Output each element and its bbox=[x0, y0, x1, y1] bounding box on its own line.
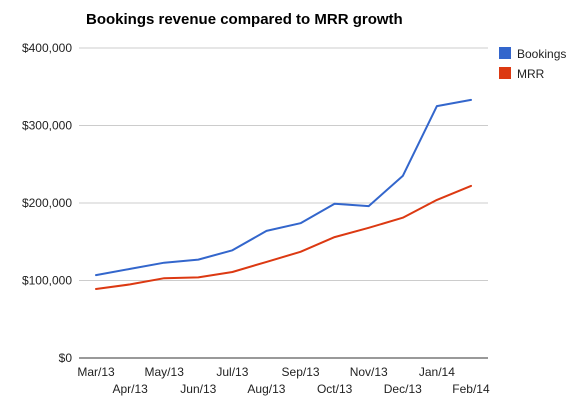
data-point-bookings[interactable] bbox=[128, 266, 133, 271]
data-point-bookings[interactable] bbox=[196, 257, 201, 262]
x-tick-label: Dec/13 bbox=[384, 382, 422, 396]
series-lines bbox=[94, 97, 473, 292]
data-point-mrr[interactable] bbox=[298, 249, 303, 254]
data-point-mrr[interactable] bbox=[468, 183, 473, 188]
series-line-bookings bbox=[95, 98, 472, 277]
legend[interactable]: Bookings MRR bbox=[499, 47, 566, 81]
y-tick-label: $100,000 bbox=[22, 274, 72, 288]
data-point-mrr[interactable] bbox=[400, 215, 405, 220]
legend-swatch bbox=[499, 47, 511, 59]
data-point-mrr[interactable] bbox=[366, 225, 371, 230]
x-tick-label: Mar/13 bbox=[77, 365, 115, 379]
legend-swatch bbox=[499, 67, 511, 79]
x-tick-label: Nov/13 bbox=[350, 365, 388, 379]
x-tick-label: Sep/13 bbox=[282, 365, 320, 379]
y-tick-label: $200,000 bbox=[22, 196, 72, 210]
legend-label: Bookings bbox=[517, 47, 566, 61]
data-point-bookings[interactable] bbox=[94, 273, 99, 278]
chart-title: Bookings revenue compared to MRR growth bbox=[86, 11, 403, 28]
x-tick-label: Jan/14 bbox=[419, 365, 455, 379]
y-tick-label: $300,000 bbox=[22, 119, 72, 133]
data-point-mrr[interactable] bbox=[434, 197, 439, 202]
grid-lines bbox=[79, 47, 488, 359]
data-point-bookings[interactable] bbox=[162, 260, 167, 265]
x-tick-label: May/13 bbox=[145, 365, 185, 379]
data-point-bookings[interactable] bbox=[366, 204, 371, 209]
y-tick-label: $400,000 bbox=[22, 41, 72, 55]
data-point-bookings[interactable] bbox=[298, 221, 303, 226]
data-point-mrr[interactable] bbox=[264, 259, 269, 264]
legend-item-bookings[interactable]: Bookings bbox=[499, 47, 566, 61]
data-point-mrr[interactable] bbox=[332, 235, 337, 240]
x-tick-label: Aug/13 bbox=[247, 382, 285, 396]
data-point-bookings[interactable] bbox=[434, 104, 439, 109]
data-point-mrr[interactable] bbox=[94, 287, 99, 292]
x-tick-label: Jun/13 bbox=[180, 382, 216, 396]
x-tick-label: Jul/13 bbox=[216, 365, 248, 379]
data-point-bookings[interactable] bbox=[468, 97, 473, 102]
data-point-mrr[interactable] bbox=[128, 282, 133, 287]
data-point-bookings[interactable] bbox=[400, 173, 405, 178]
data-point-mrr[interactable] bbox=[230, 269, 235, 274]
y-axis-ticks: $0 $100,000 $200,000 $300,000 $400,000 bbox=[22, 41, 72, 365]
series-line-mrr bbox=[95, 184, 472, 290]
x-tick-label: Feb/14 bbox=[452, 382, 490, 396]
x-tick-label: Oct/13 bbox=[317, 382, 353, 396]
y-tick-label: $0 bbox=[59, 351, 73, 365]
legend-item-mrr[interactable]: MRR bbox=[499, 67, 545, 81]
data-point-bookings[interactable] bbox=[264, 228, 269, 233]
legend-label: MRR bbox=[517, 67, 545, 81]
data-point-bookings[interactable] bbox=[332, 201, 337, 206]
data-point-mrr[interactable] bbox=[162, 276, 167, 281]
data-point-bookings[interactable] bbox=[230, 248, 235, 253]
data-point-mrr[interactable] bbox=[196, 275, 201, 280]
x-tick-label: Apr/13 bbox=[112, 382, 148, 396]
